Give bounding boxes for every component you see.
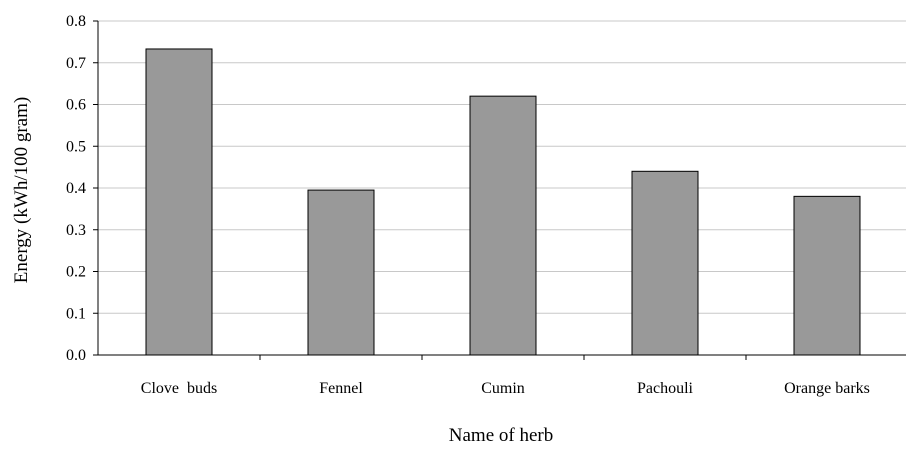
x-tick-label: Clove buds <box>141 380 217 397</box>
y-axis-title: Energy (kWh/100 gram) <box>11 97 32 283</box>
y-tick-label: 0.0 <box>66 347 86 364</box>
x-tick-label: Pachouli <box>637 380 694 397</box>
bar-pachouli <box>631 170 699 356</box>
x-axis-title: Name of herb <box>449 425 553 446</box>
bar-clove-buds <box>145 48 213 356</box>
y-tick-label: 0.3 <box>66 222 86 239</box>
y-tick-label: 0.5 <box>66 138 86 155</box>
y-tick-label: 0.8 <box>66 13 86 30</box>
x-tick-labels: Clove buds Fennel Cumin Pachouli Orange bark… <box>141 380 870 397</box>
bars <box>145 48 861 356</box>
y-tick-label: 0.7 <box>66 55 86 72</box>
x-tick-label: Cumin <box>481 380 525 397</box>
y-tick-label: 0.6 <box>66 97 86 114</box>
x-tick-label: Orange barks <box>784 380 870 397</box>
bar-cumin <box>469 95 537 356</box>
y-tick-labels: 0.0 0.1 0.2 0.3 0.4 0.5 0.6 0.7 0.8 <box>66 13 86 364</box>
y-tick-label: 0.4 <box>66 180 86 197</box>
axes <box>93 20 906 360</box>
y-tick-label: 0.2 <box>66 264 86 281</box>
x-tick-label: Fennel <box>319 380 363 397</box>
y-tick-label: 0.1 <box>66 305 86 322</box>
bar-orange-barks <box>793 195 861 356</box>
bar-fennel <box>307 189 375 356</box>
